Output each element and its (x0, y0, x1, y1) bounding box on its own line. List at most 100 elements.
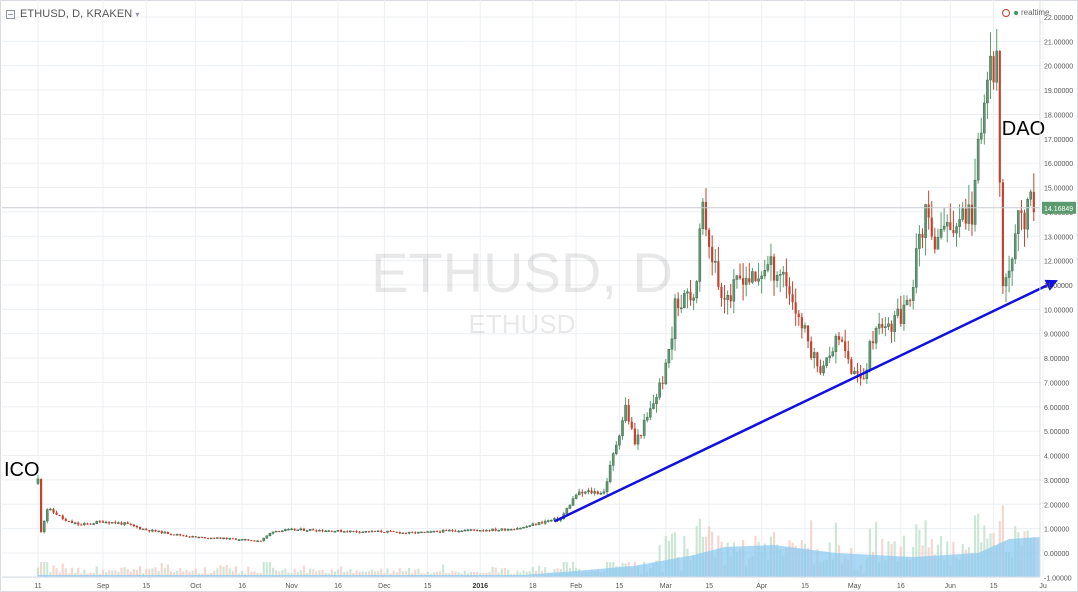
volume-bar (172, 572, 176, 577)
candle-body (837, 336, 841, 340)
candle-body (154, 530, 157, 532)
candle-body (896, 308, 900, 316)
volume-bar (309, 568, 312, 577)
candle-body (485, 529, 488, 532)
volume-bar (312, 569, 315, 577)
y-tick-label: 6.00000 (1044, 405, 1069, 412)
candle-body (104, 521, 108, 524)
volume-bar (658, 544, 661, 577)
x-tick-label: 15 (990, 583, 998, 590)
candle-body (924, 204, 927, 238)
volume-bar (346, 571, 349, 577)
candle-body (429, 531, 433, 533)
volume-bar (361, 571, 364, 577)
volume-bar (315, 571, 318, 577)
candle-body (98, 521, 101, 523)
volume-bar (275, 570, 278, 577)
y-tick-label: 21.00000 (1044, 39, 1073, 46)
volume-bar (271, 567, 275, 577)
candle-body (237, 539, 241, 541)
candle-body (543, 520, 547, 524)
volume-bar (101, 569, 105, 577)
candle-body (172, 534, 176, 536)
candle-body (401, 532, 405, 534)
x-tick-label: Jun (945, 583, 956, 590)
candle-body (259, 540, 262, 542)
candle-body (952, 230, 955, 234)
candle-body (114, 522, 117, 524)
candle-body (135, 526, 139, 528)
candle-body (806, 325, 810, 342)
candle-body (231, 538, 234, 540)
y-tick-label: 0.00000 (1044, 551, 1069, 558)
candle-body (686, 291, 689, 294)
price-axis[interactable]: -1.00000 0.00000 1.00000 2.00000 3.00000 4.00… (1044, 15, 1073, 582)
candle-body (667, 349, 671, 364)
candle-body (392, 531, 395, 533)
candle-body (274, 530, 278, 533)
candle-body (253, 540, 256, 542)
candle-body (287, 528, 290, 531)
volume-bar (104, 572, 108, 577)
volume-bar (182, 571, 185, 577)
volume-bar (358, 571, 361, 577)
symbol-title[interactable]: ETHUSD, D, KRAKEN (20, 8, 133, 20)
volume-bar (111, 570, 114, 577)
volume-bar (185, 569, 188, 577)
volume-bar (247, 566, 250, 577)
candle-body (426, 531, 429, 533)
volume-bar (918, 529, 921, 577)
x-tick-label: 15 (801, 583, 809, 590)
candle-body (40, 478, 43, 532)
candle-body (281, 530, 284, 532)
volume-bar (695, 526, 698, 577)
candle-body (748, 278, 751, 283)
volume-bar (404, 571, 408, 577)
chevron-down-icon[interactable]: ▾ (135, 9, 140, 19)
x-tick-label: Feb (570, 583, 582, 590)
volume-bar (219, 565, 222, 577)
candle-body (123, 522, 126, 525)
candle-body (661, 382, 664, 384)
candle-body (522, 526, 525, 529)
candle-body (445, 530, 448, 532)
candle-body (129, 523, 132, 525)
candle-body (794, 302, 797, 314)
candle-body (701, 201, 705, 229)
volume-bar (77, 567, 80, 577)
volume-bar (268, 562, 272, 577)
candle-body (222, 537, 225, 540)
candle-body (376, 530, 380, 533)
candle-body (797, 313, 800, 318)
candle-body (1020, 210, 1023, 213)
volume-bar (318, 570, 321, 577)
y-tick-label: 22.00000 (1044, 15, 1073, 22)
volume-bar (46, 562, 49, 577)
candle-body (983, 102, 986, 134)
candle-body (213, 537, 216, 539)
watermark-subtitle: ETHUSD (469, 309, 576, 339)
time-axis[interactable]: 11 Sep 15 Oct 16 Nov 16 Dec 15 2016 18 Feb 15 Mar 15 Ap… (2, 0, 1047, 590)
candle-body (423, 531, 426, 533)
candle-body (605, 481, 609, 493)
volume-bar (386, 568, 389, 577)
candle-body (247, 539, 250, 541)
candle-body (519, 527, 522, 530)
y-tick-label: 19.00000 (1044, 88, 1073, 95)
volume-bar (451, 570, 454, 577)
x-tick-label: 2016 (472, 583, 488, 590)
candlestick-series (36, 28, 1035, 542)
volume-bar (670, 533, 674, 577)
candle-body (500, 528, 504, 531)
candle-body (615, 444, 618, 454)
candle-body (42, 520, 46, 533)
candle-body (148, 530, 151, 532)
trendline[interactable] (553, 284, 1048, 523)
y-tick-label: -1.00000 (1044, 575, 1072, 582)
collapse-button[interactable] (6, 9, 15, 19)
candle-body (191, 536, 194, 538)
volume-bar (377, 570, 380, 577)
volume-bar (194, 568, 197, 577)
candle-body (695, 281, 699, 299)
